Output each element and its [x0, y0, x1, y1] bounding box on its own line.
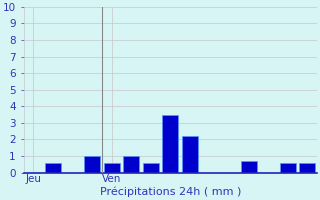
Bar — [241, 161, 257, 173]
Bar — [182, 136, 198, 173]
Bar — [143, 163, 159, 173]
Bar — [45, 163, 61, 173]
X-axis label: Précipitations 24h ( mm ): Précipitations 24h ( mm ) — [100, 187, 241, 197]
Bar — [162, 115, 179, 173]
Bar — [280, 163, 296, 173]
Bar — [300, 163, 316, 173]
Bar — [104, 163, 120, 173]
Bar — [123, 156, 139, 173]
Bar — [84, 156, 100, 173]
